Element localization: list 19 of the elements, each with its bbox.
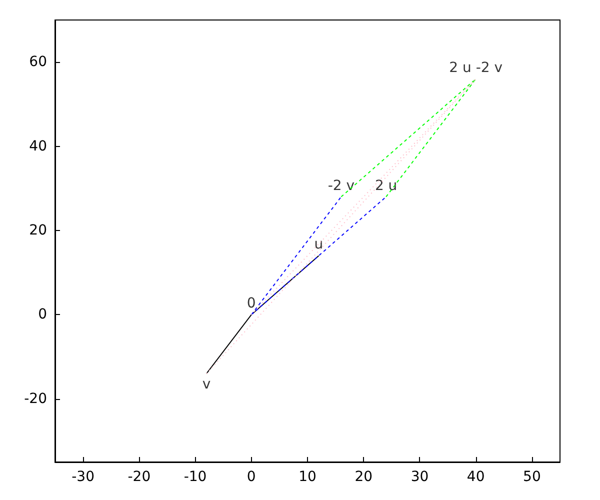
x-tick-label: -20 <box>128 469 151 485</box>
annotation: u <box>314 236 324 253</box>
x-tick-label: 40 <box>466 469 485 485</box>
x-tick-label: 30 <box>410 469 429 485</box>
y-tick-label: 40 <box>29 138 47 154</box>
y-tick-label: 0 <box>38 306 47 323</box>
annotation: v <box>202 376 211 393</box>
y-tick-label: 20 <box>29 222 47 238</box>
x-tick-label: 10 <box>298 469 316 485</box>
x-tick-label: 50 <box>523 469 541 485</box>
x-tick-label: -30 <box>72 469 94 485</box>
y-tick-label: 60 <box>29 54 47 70</box>
y-tick-label: -20 <box>24 390 47 407</box>
x-tick-label: -10 <box>184 469 207 485</box>
x-tick-label: 20 <box>354 469 373 485</box>
x-tick-label: 0 <box>246 469 256 485</box>
annotation: 2 u <box>374 178 398 194</box>
annotation: 2 u -2 v <box>449 60 503 76</box>
annotation: 0 <box>246 296 256 312</box>
